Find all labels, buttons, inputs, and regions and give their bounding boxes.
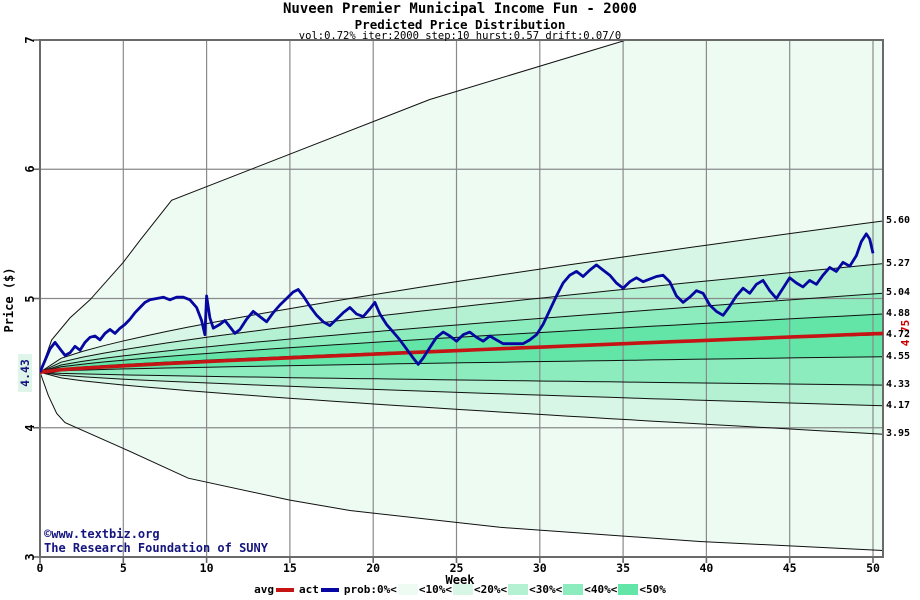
chart-legend: avg act prob:0%< <10%< <20%< <30%< <40%< <50% bbox=[0, 583, 920, 596]
y-tick-label: 4 bbox=[23, 424, 37, 432]
band-boundary-line bbox=[40, 371, 883, 435]
watermark-url: ©www.textbiz.org bbox=[44, 527, 160, 541]
x-tick-label: 30 bbox=[532, 561, 547, 575]
x-tick-label: 20 bbox=[366, 561, 381, 575]
x-tick-label: 50 bbox=[866, 561, 880, 575]
x-tick-label: 10 bbox=[199, 561, 214, 575]
x-tick-label: 5 bbox=[119, 561, 127, 575]
band-boundary-line bbox=[40, 372, 883, 551]
x-tick-label: 35 bbox=[616, 561, 631, 575]
band-edge-label: 4.55 bbox=[886, 350, 911, 362]
legend-prob-label: <40%< bbox=[584, 583, 618, 596]
band-boundary-line bbox=[40, 371, 883, 407]
x-tick-label: 45 bbox=[782, 561, 797, 575]
band-boundary-line bbox=[40, 371, 883, 386]
chart-subtitle: Predicted Price Distribution bbox=[354, 17, 566, 32]
y-tick-label: 5 bbox=[23, 294, 37, 303]
band-edge-label: 5.27 bbox=[886, 257, 911, 269]
band-edge-label: 4.72 bbox=[886, 328, 911, 340]
y-tick-label: 7 bbox=[23, 36, 37, 44]
y-tick-label: 6 bbox=[23, 165, 37, 173]
legend-prob-label: <30%< bbox=[529, 583, 563, 596]
legend-prob-label: prob:0%< bbox=[343, 583, 397, 596]
x-tick-label: 40 bbox=[699, 561, 714, 575]
legend-act-line-swatch bbox=[320, 587, 339, 592]
x-tick-label: 0 bbox=[36, 561, 44, 575]
y-axis-label: Price ($) bbox=[2, 267, 16, 333]
x-axis-label: Week bbox=[445, 573, 475, 587]
watermark-org: The Research Foundation of SUNY bbox=[44, 541, 268, 555]
x-tick-label: 15 bbox=[282, 561, 297, 575]
legend-avg-label: avg bbox=[254, 583, 274, 596]
legend-band-swatch bbox=[452, 584, 473, 595]
legend-prob-label: <10%< bbox=[418, 583, 452, 596]
legend-band-swatch bbox=[508, 584, 529, 595]
plot-frame bbox=[39, 39, 884, 558]
legend-prob-label: <50% bbox=[639, 583, 666, 596]
legend-band-swatch bbox=[618, 584, 639, 595]
avg-price-line bbox=[40, 331, 883, 374]
legend-band-swatch bbox=[563, 584, 584, 595]
band-boundary-line bbox=[40, 292, 883, 373]
simulation-params: vol:0.72% iter:2000 step:10 hurst:0.57 d… bbox=[298, 30, 622, 42]
band-boundary-line bbox=[40, 40, 883, 373]
legend-avg-line-swatch bbox=[276, 587, 294, 592]
band-edge-label: 4.17 bbox=[886, 399, 911, 411]
band-edge-label: 3.95 bbox=[886, 428, 911, 440]
legend-act-label: act bbox=[299, 583, 319, 596]
legend-prob-label: <20%< bbox=[473, 583, 508, 596]
band-boundary-line bbox=[40, 220, 883, 373]
band-edge-label: 5.60 bbox=[886, 214, 911, 226]
x-tick-label: 25 bbox=[449, 561, 464, 575]
band-edge-label: 4.88 bbox=[886, 308, 911, 319]
page-title: Nuveen Premier Municipal Income Fun - 20… bbox=[282, 1, 637, 17]
band-boundary-line bbox=[40, 356, 883, 373]
band-edge-label: 4.33 bbox=[886, 379, 911, 391]
start-price-label: 4.43 bbox=[18, 354, 32, 392]
actual-price-line bbox=[40, 232, 875, 373]
legend-band-swatch bbox=[397, 584, 418, 595]
band-edge-label: 5.04 bbox=[886, 287, 911, 299]
band-boundary-line bbox=[40, 263, 883, 373]
